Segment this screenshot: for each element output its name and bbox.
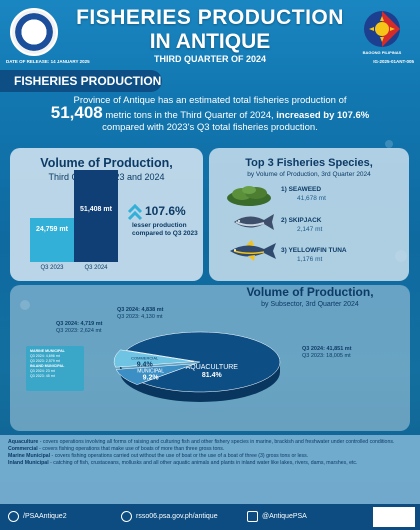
pie-slice-aquaculture bbox=[125, 331, 281, 393]
marine-q3-2024: Q3 2024: 4,696 mt bbox=[30, 354, 60, 358]
pie-slice-name: MUNICIPAL bbox=[137, 368, 164, 374]
aquaculture-q3-2024: Q3 2024: 41,851 mt bbox=[302, 346, 352, 352]
definition-item: Aquaculture - covers operations involvin… bbox=[8, 439, 412, 446]
globe-icon bbox=[121, 511, 132, 522]
summary-text-before: Province of Antique has an estimated tot… bbox=[73, 95, 347, 106]
header: FISHERIES PRODUCTION IN ANTIQUE THIRD QU… bbox=[0, 0, 420, 70]
summary-text-after: compared with 2023's Q3 total fisheries … bbox=[102, 122, 318, 133]
species-subtitle: by Volume of Production, 3rd Quarter 202… bbox=[247, 171, 371, 178]
species-name: 3) YELLOWFIN TUNA bbox=[281, 247, 347, 254]
definition-item: Commercial - covers fishing operations t… bbox=[8, 446, 412, 453]
skipjack-fish-icon bbox=[234, 214, 274, 230]
pie-slice-percent: 9.4% bbox=[137, 362, 154, 369]
page-title-line2: IN ANTIQUE bbox=[149, 30, 271, 53]
definition-text: - covers fishing operations that make us… bbox=[37, 446, 225, 452]
psa-logo-icon bbox=[10, 8, 58, 56]
volume-bar-label: Q3 2023 bbox=[40, 265, 64, 271]
increase-text: lesser production compared to Q3 2023 bbox=[132, 222, 198, 237]
seaweed-icon bbox=[227, 186, 271, 206]
website-link[interactable]: rsso06.psa.gov.ph/antique bbox=[136, 513, 218, 520]
commercial-q3-2024: Q3 2024: 4,838 mt bbox=[117, 307, 164, 313]
reference-number: IG-2025-01ANT-005 bbox=[373, 59, 414, 64]
definition-term: Marine Municipal bbox=[8, 453, 51, 459]
definitions-panel: Aquaculture - covers operations involvin… bbox=[0, 435, 420, 504]
aquaculture-q3-2023: Q3 2023: 18,005 mt bbox=[302, 353, 351, 359]
definition-item: Marine Municipal - covers fishing operat… bbox=[8, 453, 412, 460]
yellowfin-tuna-icon bbox=[230, 240, 276, 261]
definition-text: - catching of fish, crustaceans, mollusk… bbox=[48, 460, 358, 466]
x-twitter-icon bbox=[247, 511, 258, 522]
facebook-icon bbox=[8, 511, 19, 522]
inland-municipal-label: INLAND MUNICIPAL bbox=[30, 364, 65, 368]
section-banner-label: FISHERIES PRODUCTION bbox=[14, 74, 162, 88]
subsector-title: Volume of Production, bbox=[246, 285, 374, 299]
increase-value: 107.6% bbox=[145, 204, 186, 218]
pie-depth bbox=[120, 362, 280, 402]
volume-bar-q3-2024: 51,408 mt bbox=[74, 170, 118, 262]
right-logo-label: BAGONG PILIPINAS bbox=[362, 50, 402, 55]
summary-text-bold: increased by 107.6% bbox=[276, 110, 370, 121]
municipal-breakdown-legend: MARINE MUNICIPAL Q3 2024: 4,696 mt Q3 20… bbox=[26, 346, 84, 391]
bagong-pilipinas-logo-icon bbox=[364, 11, 400, 47]
facebook-link[interactable]: /PSAAntique2 bbox=[23, 513, 67, 520]
subsector-subtitle: by Subsector, 3rd Quarter 2024 bbox=[261, 301, 359, 308]
definition-term: Inland Municipal bbox=[8, 460, 49, 466]
twitter-link[interactable]: @AntiquePSA bbox=[262, 513, 307, 520]
pie-slice-commercial bbox=[113, 349, 195, 368]
species-value: 1,176 mt bbox=[297, 256, 323, 263]
species-name: 1) SEAWEED bbox=[281, 186, 322, 193]
commercial-q3-2023: Q3 2023: 4,130 mt bbox=[117, 314, 163, 320]
page-title: FISHERIES PRODUCTION bbox=[76, 6, 344, 29]
volume-bar-q3-2023: 24,759 mt bbox=[30, 217, 74, 262]
qr-code-icon bbox=[372, 506, 416, 528]
species-name: 2) SKIPJACK bbox=[281, 217, 322, 224]
definition-item: Inland Municipal - catching of fish, cru… bbox=[8, 460, 412, 467]
volume-bar-value: 51,408 mt bbox=[80, 206, 112, 213]
footer: /PSAAntique2 rsso06.psa.gov.ph/antique @… bbox=[0, 504, 420, 530]
species-value: 41,678 mt bbox=[297, 195, 326, 202]
bubble-decoration bbox=[385, 140, 393, 148]
marine-municipal-label: MARINE MUNICIPAL bbox=[30, 349, 65, 353]
summary-big-value: 51,408 bbox=[50, 103, 103, 122]
municipal-annotation: Q3 2024: 4,719 mt Q3 2023: 2,624 mt bbox=[56, 321, 102, 335]
definition-term: Aquaculture bbox=[8, 439, 39, 445]
commercial-annotation: Q3 2024: 4,838 mt Q3 2023: 4,130 mt bbox=[117, 307, 163, 321]
definition-text: - covers operations involving all forms … bbox=[38, 439, 395, 445]
volume-bar-value: 24,759 mt bbox=[36, 225, 68, 233]
species-value: 2,147 mt bbox=[297, 226, 323, 233]
page-subtitle: THIRD QUARTER OF 2024 bbox=[153, 54, 267, 64]
release-date: DATE OF RELEASE: 14 JANUARY 2025 bbox=[6, 59, 90, 64]
volume-title: Volume of Production, bbox=[40, 156, 173, 170]
municipal-q3-2024: Q3 2024: 4,719 mt bbox=[56, 321, 103, 327]
pie-slice-municipal bbox=[115, 363, 195, 385]
species-title: Top 3 Fisheries Species, bbox=[245, 157, 373, 169]
aquaculture-annotation: Q3 2024: 41,851 mt Q3 2023: 18,005 mt bbox=[302, 346, 352, 360]
definition-text: - covers fishing operations carried out … bbox=[50, 453, 309, 459]
inland-q3-2024: Q3 2024: 23 mt bbox=[30, 369, 55, 373]
municipal-q3-2023: Q3 2023: 2,624 mt bbox=[56, 328, 102, 334]
summary-text-mid: metric tons in the Third Quarter of 2024… bbox=[102, 110, 277, 121]
pie-slice-percent: 81.4% bbox=[202, 372, 223, 379]
volume-bar-label: Q3 2024 bbox=[84, 265, 108, 271]
definition-term: Commercial bbox=[8, 446, 38, 452]
pie-slice-name: COMMERCIAL bbox=[131, 356, 159, 361]
species-card bbox=[209, 148, 409, 281]
marine-q3-2023: Q3 2023: 2,579 mt bbox=[30, 359, 60, 363]
bubble-decoration bbox=[20, 300, 30, 310]
inland-q3-2023: Q3 2023: 45 mt bbox=[30, 374, 55, 378]
summary-text: Province of Antique has an estimated tot… bbox=[30, 95, 390, 134]
section-banner: FISHERIES PRODUCTION bbox=[0, 70, 162, 92]
double-chevron-up-icon bbox=[127, 203, 143, 221]
pie-slice-name: AQUACULTURE bbox=[186, 364, 239, 371]
pie-slice-percent: 9.2% bbox=[143, 374, 160, 381]
